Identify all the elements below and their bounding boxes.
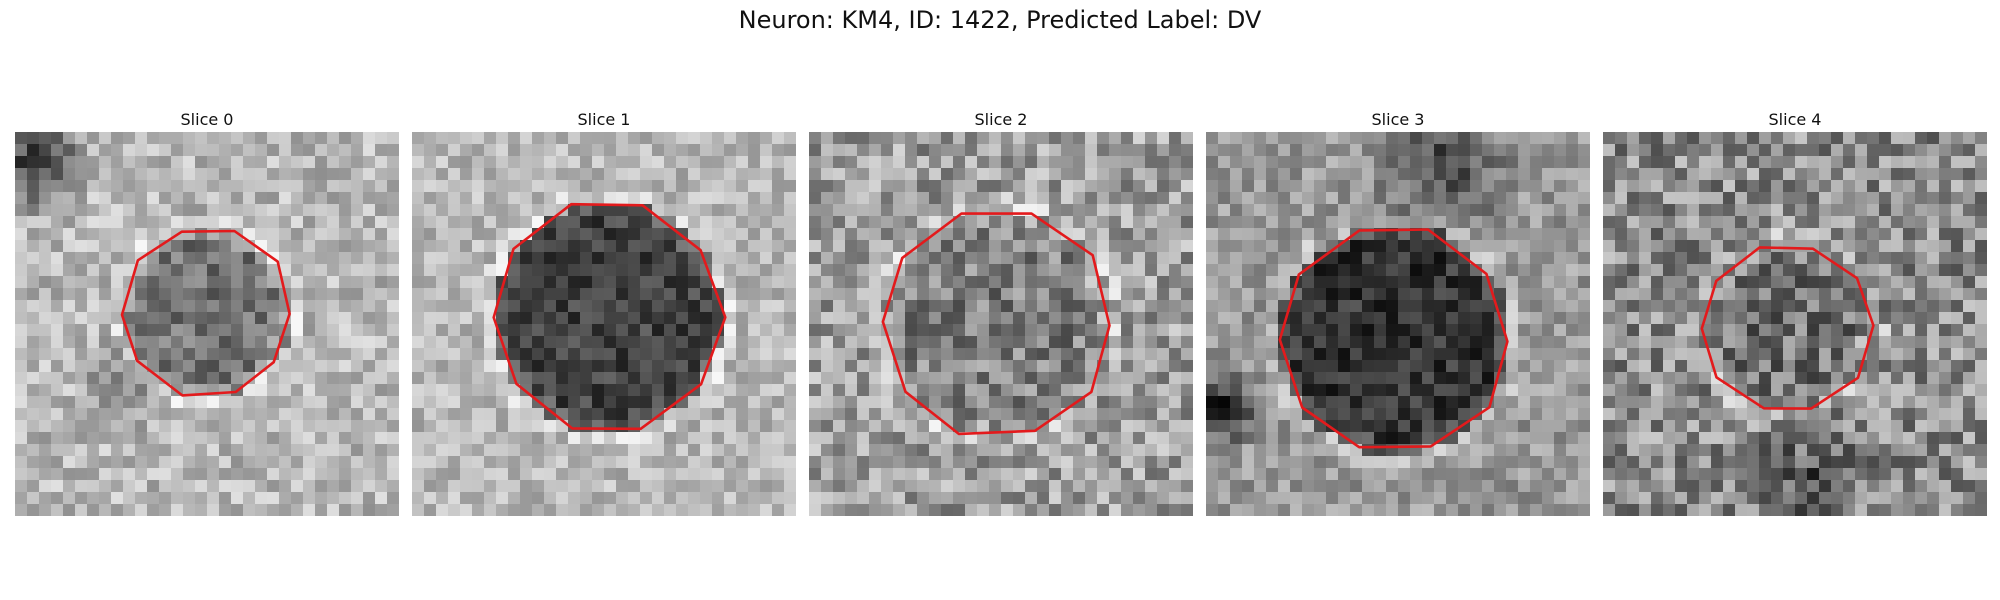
pixel-grid — [15, 132, 399, 516]
panel-slice-0: Slice 0 — [15, 108, 399, 516]
panel-title: Slice 3 — [1371, 110, 1425, 129]
segmentation-contour — [1278, 228, 1509, 449]
slice-image — [412, 132, 796, 516]
pixel-grid — [1206, 132, 1590, 516]
panel-slice-3: Slice 3 — [1206, 108, 1590, 516]
pixel-grid — [412, 132, 796, 516]
slice-image — [809, 132, 1193, 516]
panel-title: Slice 0 — [180, 110, 234, 129]
panel-slice-1: Slice 1 — [412, 108, 796, 516]
slice-image — [1603, 132, 1987, 516]
slice-image — [15, 132, 399, 516]
slice-image — [1206, 132, 1590, 516]
figure-title: Neuron: KM4, ID: 1422, Predicted Label: … — [738, 6, 1262, 34]
segmentation-contour — [881, 212, 1111, 436]
segmentation-contour — [120, 229, 291, 397]
panel-title: Slice 2 — [974, 110, 1028, 129]
panel-slice-4: Slice 4 — [1603, 108, 1987, 516]
panel-slice-2: Slice 2 — [809, 108, 1193, 516]
panel-title: Slice 4 — [1768, 110, 1822, 129]
panel-title: Slice 1 — [577, 110, 631, 129]
pixel-grid — [1603, 132, 1987, 516]
pixel-grid — [809, 132, 1193, 516]
segmentation-contour — [492, 202, 727, 431]
segmentation-contour — [1700, 246, 1875, 410]
